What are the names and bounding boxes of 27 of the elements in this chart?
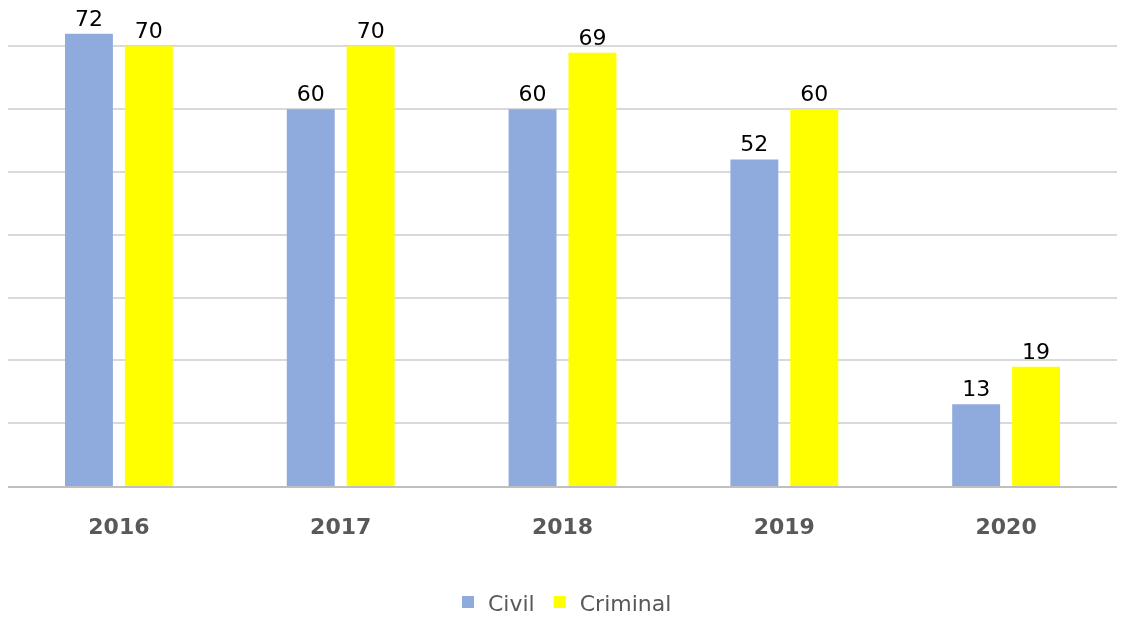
data-label: 60 <box>800 81 829 107</box>
data-label: 19 <box>1022 338 1051 364</box>
legend-label: Civil <box>488 590 535 616</box>
bar <box>124 46 173 486</box>
bar <box>1012 366 1060 486</box>
data-label: 52 <box>740 131 769 157</box>
bar <box>568 52 617 486</box>
data-label: 13 <box>962 376 991 402</box>
x-tick-label: 2016 <box>88 514 150 540</box>
data-label: 70 <box>134 18 163 44</box>
data-label: 60 <box>296 81 325 107</box>
data-label: 72 <box>74 5 103 31</box>
bar <box>508 109 557 486</box>
x-tick-label: 2019 <box>753 514 815 540</box>
bar <box>730 159 779 486</box>
bar <box>286 109 335 486</box>
x-tick-label: 2020 <box>975 514 1037 540</box>
data-label: 69 <box>578 24 607 50</box>
bar <box>346 46 395 486</box>
bar <box>790 109 839 486</box>
data-label: 70 <box>356 18 385 44</box>
data-label: 60 <box>518 81 547 107</box>
x-tick-label: 2018 <box>531 514 594 540</box>
bar <box>65 33 113 486</box>
legend-label: Criminal <box>579 590 672 616</box>
bar <box>952 404 1001 486</box>
x-tick-label: 2017 <box>310 514 372 540</box>
